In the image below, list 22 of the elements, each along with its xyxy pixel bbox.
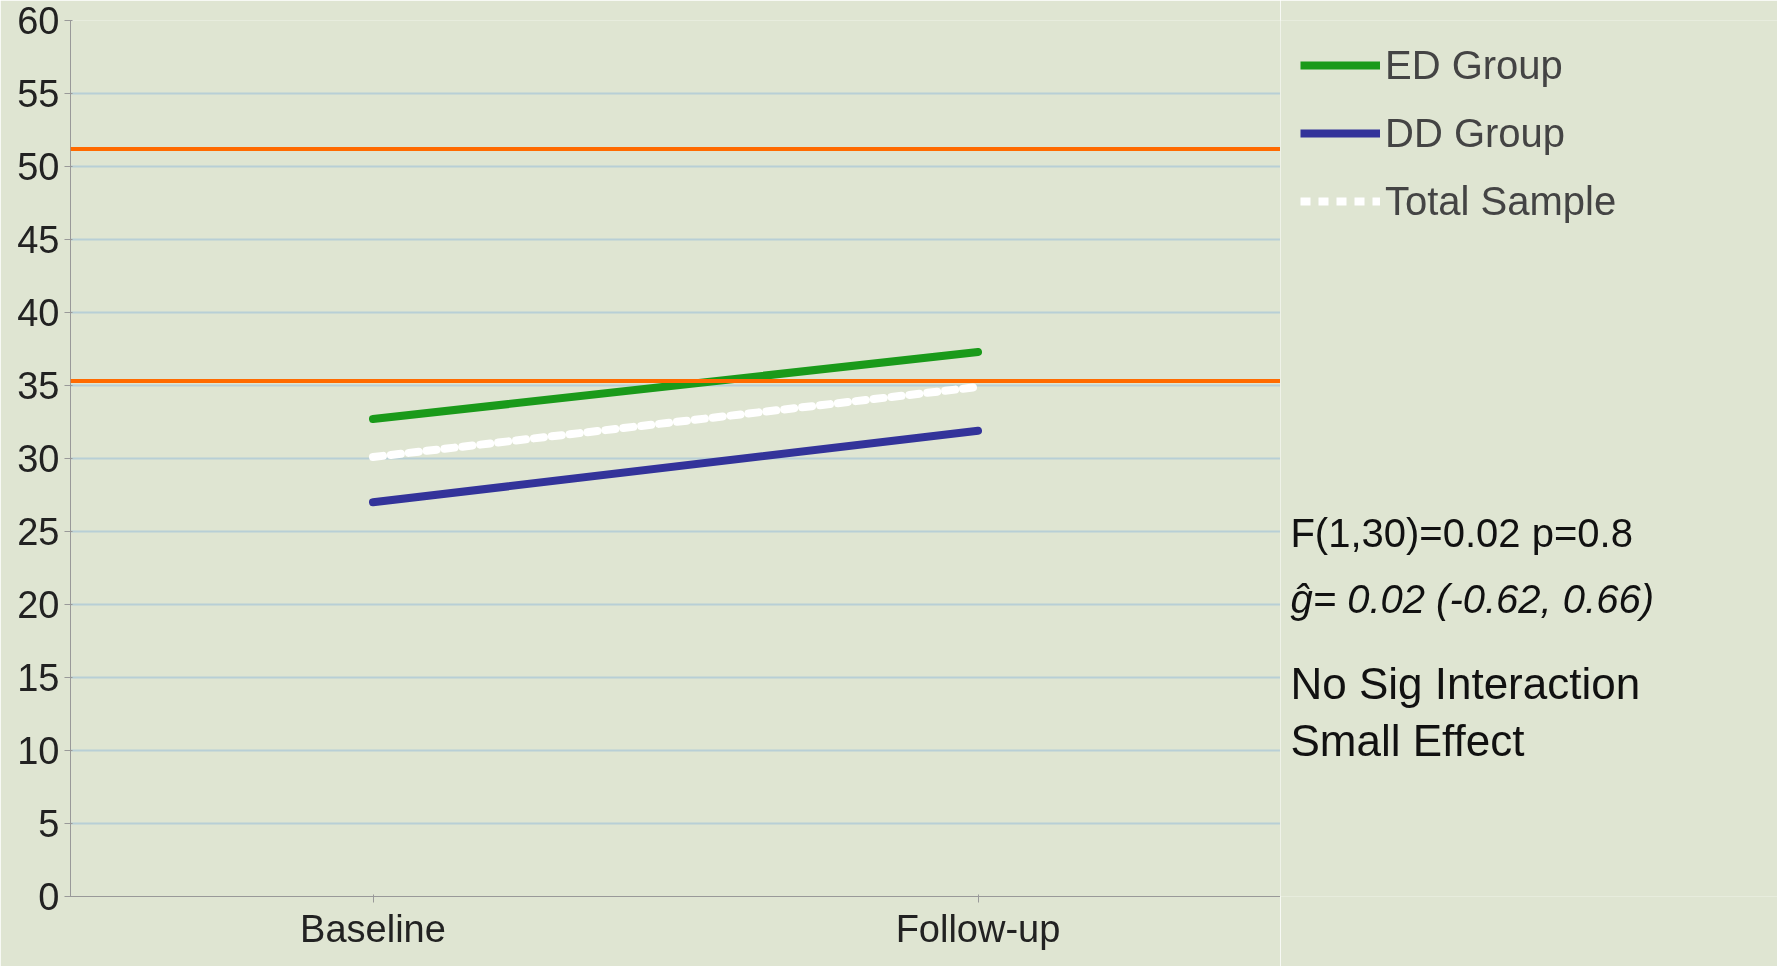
y-tick-label: 0 <box>38 876 60 918</box>
y-tick-label: 55 <box>17 73 60 115</box>
x-tick-label: Baseline <box>300 907 446 950</box>
y-tick-label: 15 <box>17 657 60 699</box>
y-tick-label: 20 <box>17 584 60 626</box>
y-tick-label: 5 <box>38 803 60 845</box>
y-tick-label: 35 <box>17 365 60 407</box>
y-tick-label: 45 <box>17 219 60 261</box>
text: F(1,30)=0.02 p=0.8 <box>1290 510 1633 555</box>
y-tick-label: 40 <box>17 292 60 334</box>
text: ĝ= 0.02 (-0.62, 0.66) <box>1290 576 1655 621</box>
text: Small Effect <box>1290 716 1525 766</box>
y-tick-label: 50 <box>17 146 60 188</box>
legend-label: Total Sample <box>1385 177 1617 225</box>
y-tick-label: 60 <box>17 0 60 42</box>
x-tick-label: Follow-up <box>895 907 1061 950</box>
legend-label: ED Group <box>1385 41 1563 89</box>
y-tick-label: 25 <box>17 511 60 553</box>
legend-label: DD Group <box>1385 109 1566 157</box>
y-tick-label: 10 <box>17 730 60 772</box>
y-tick-label: 30 <box>17 438 60 480</box>
text: No Sig Interaction <box>1290 659 1641 709</box>
